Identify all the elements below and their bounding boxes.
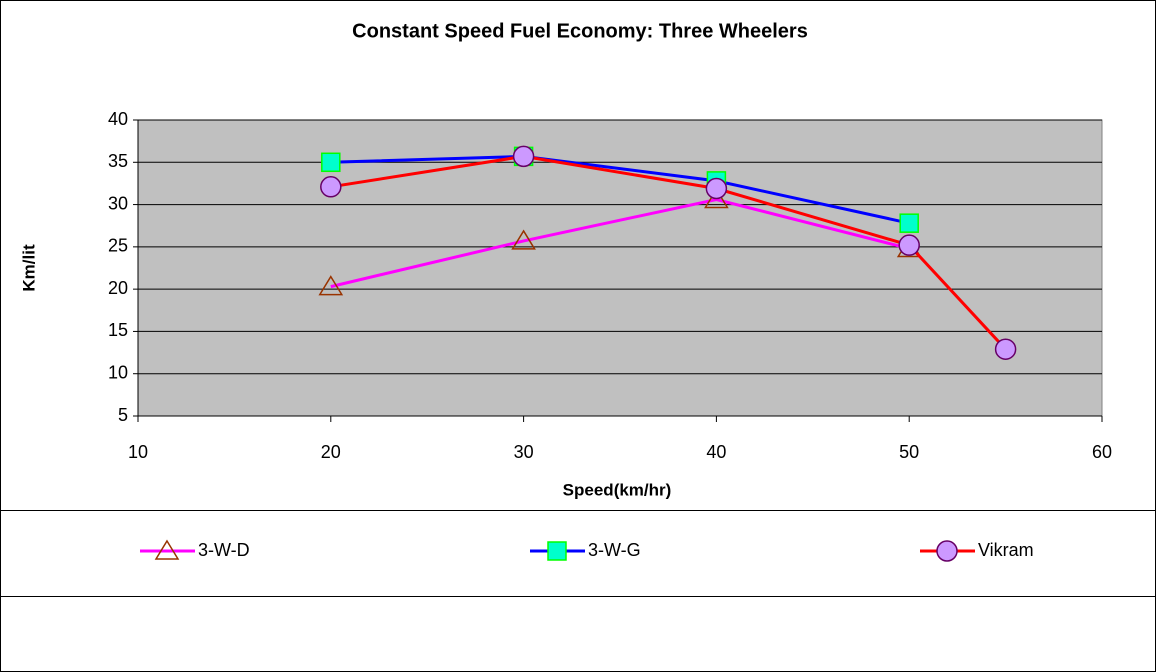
legend-label: 3-W-D bbox=[198, 540, 250, 560]
data-point bbox=[320, 176, 342, 198]
data-point bbox=[321, 152, 341, 173]
y-tick-label: 10 bbox=[108, 362, 128, 382]
series-line bbox=[330, 154, 910, 225]
x-tick-label: 60 bbox=[1092, 442, 1112, 462]
y-tick-label: 30 bbox=[108, 193, 128, 213]
legend-label: Vikram bbox=[978, 540, 1034, 560]
data-point bbox=[705, 177, 728, 200]
y-tick-label: 20 bbox=[108, 278, 128, 298]
x-tick-label: 50 bbox=[899, 442, 919, 462]
y-tick-label: 25 bbox=[108, 236, 128, 256]
x-tick-label: 30 bbox=[514, 442, 534, 462]
x-tick-label: 10 bbox=[128, 442, 148, 462]
series-line bbox=[330, 197, 910, 289]
x-tick-label: 20 bbox=[321, 442, 341, 462]
legend-label: 3-W-G bbox=[588, 540, 641, 560]
data-point bbox=[704, 188, 729, 209]
data-point bbox=[994, 338, 1017, 360]
data-point bbox=[511, 229, 536, 250]
y-tick-label: 15 bbox=[108, 320, 128, 340]
data-point bbox=[898, 234, 920, 256]
data-point bbox=[318, 275, 344, 296]
chart-title: Constant Speed Fuel Economy: Three Wheel… bbox=[352, 20, 808, 42]
legend-marker bbox=[154, 539, 180, 560]
x-tick-label: 40 bbox=[706, 442, 726, 462]
y-axis-label: Km/lit bbox=[19, 244, 38, 292]
plot-area bbox=[137, 119, 1103, 417]
data-point bbox=[512, 145, 535, 168]
data-point bbox=[899, 213, 919, 233]
x-axis-label: Speed(km/hr) bbox=[563, 480, 672, 499]
y-tick-label: 35 bbox=[108, 151, 128, 171]
y-tick-label: 40 bbox=[108, 109, 128, 129]
legend-marker bbox=[936, 540, 958, 562]
legend-marker bbox=[547, 541, 567, 561]
y-tick-label: 5 bbox=[118, 405, 128, 425]
